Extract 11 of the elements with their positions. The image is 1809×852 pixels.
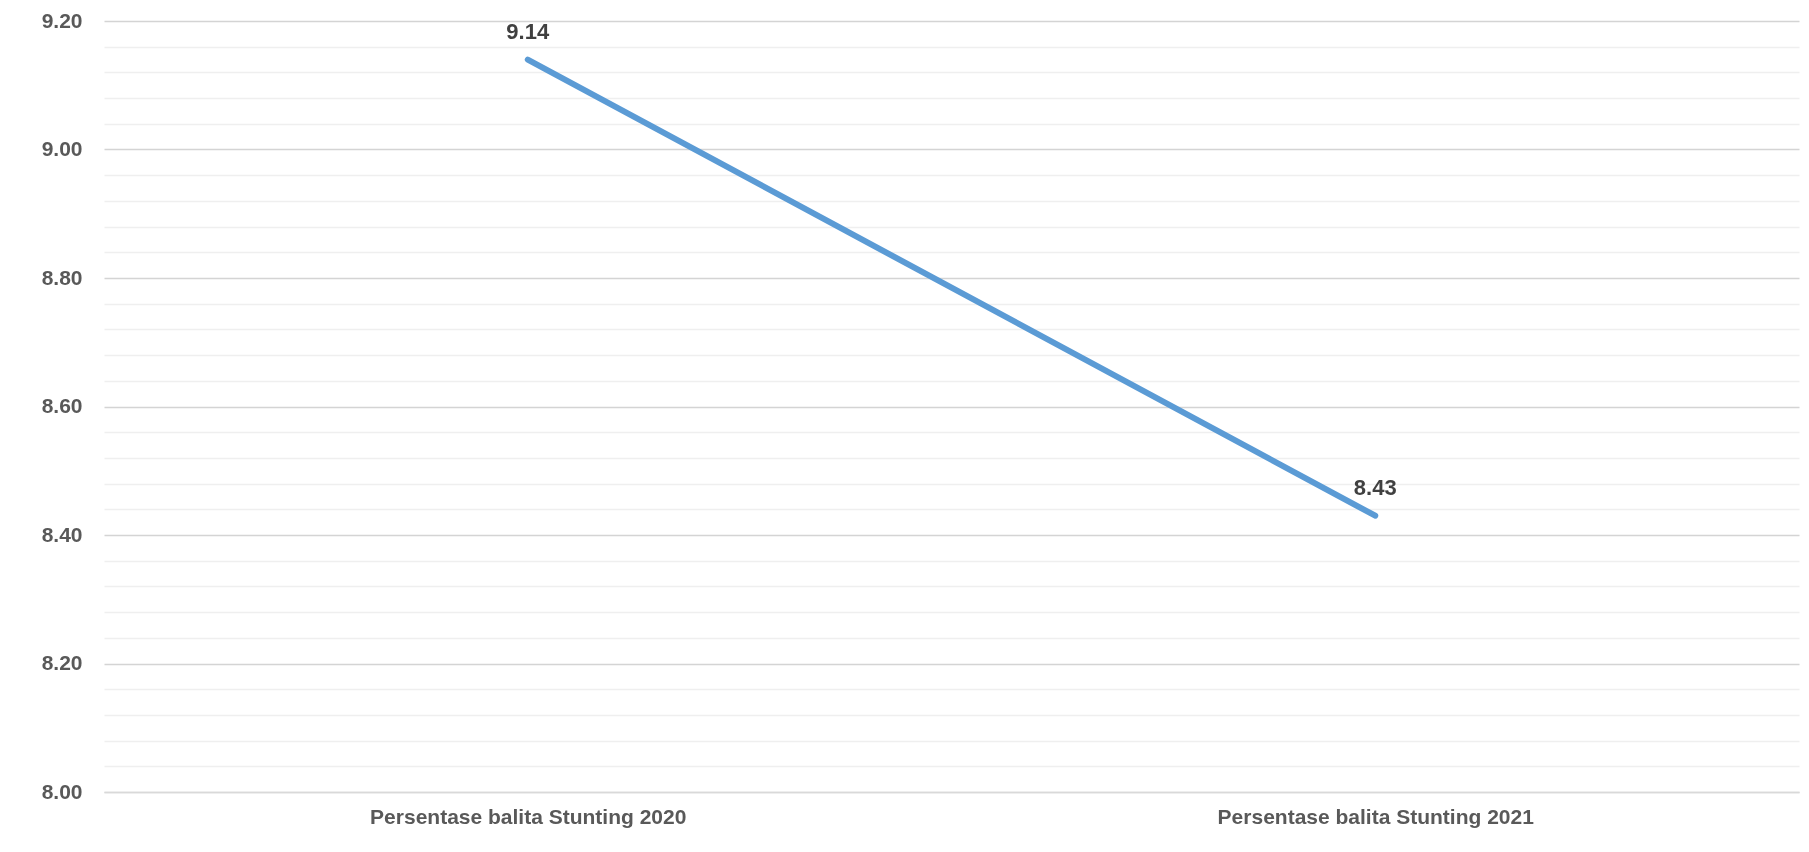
data-label: 8.43 xyxy=(1353,474,1397,500)
y-tick-label: 8.80 xyxy=(41,265,83,289)
y-tick-label: 8.20 xyxy=(41,651,83,674)
y-tick-label: 9.00 xyxy=(41,137,83,160)
y-tick-label: 8.00 xyxy=(41,779,83,803)
data-label: 9.14 xyxy=(506,18,550,44)
y-tick-label: 8.40 xyxy=(41,522,83,546)
x-tick-label: Persentase balita Stunting 2021 xyxy=(1217,804,1535,828)
x-tick-label: Persentase balita Stunting 2020 xyxy=(370,804,687,828)
y-tick-label: 8.60 xyxy=(41,394,83,417)
y-tick-label: 9.20 xyxy=(41,8,83,32)
